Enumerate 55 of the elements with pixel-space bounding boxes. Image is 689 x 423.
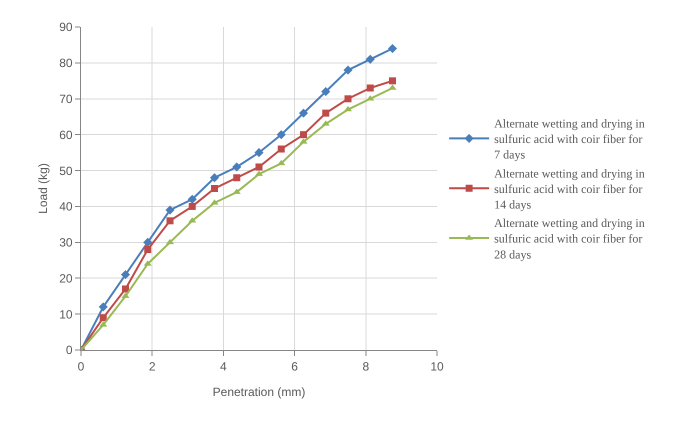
y-tick-label: 50 <box>59 164 73 178</box>
point <box>143 238 152 247</box>
legend-label: Alternate wetting and drying in sulfuric acid with coir fiber for 7 days <box>494 116 645 162</box>
point <box>188 194 197 204</box>
y-tick-label: 0 <box>66 343 73 358</box>
y-tick-label: 10 <box>59 307 73 322</box>
point <box>210 173 220 182</box>
point <box>278 146 285 153</box>
x-tick-label: 8 <box>362 359 370 374</box>
y-axis-title: Load (kg) <box>36 163 50 214</box>
legend-label: Alternate wetting and drying in sulfuric acid with coir fiber for 14 days <box>494 166 645 212</box>
point <box>165 205 175 215</box>
point <box>232 162 242 172</box>
point <box>366 54 375 64</box>
point <box>256 163 262 170</box>
point <box>144 246 152 254</box>
point <box>344 95 352 102</box>
point <box>322 120 330 126</box>
x-tick-label: 0 <box>78 359 85 374</box>
x-tick-label: 6 <box>291 359 298 374</box>
legend-label: Alternate wetting and drying in sulfuric acid with coir fiber for 28 days <box>494 216 645 262</box>
point <box>98 302 108 312</box>
point <box>277 160 286 166</box>
point <box>99 321 108 327</box>
x-tick-label: 2 <box>148 359 156 374</box>
point <box>122 285 129 292</box>
point <box>298 108 308 118</box>
point <box>166 217 174 224</box>
point <box>366 84 374 92</box>
y-tick-label: 70 <box>59 92 73 106</box>
point <box>120 270 130 280</box>
point <box>388 44 398 54</box>
point <box>366 95 374 101</box>
point <box>322 110 330 117</box>
y-tick-label: 60 <box>59 128 73 142</box>
point <box>233 174 240 182</box>
point <box>188 202 196 210</box>
y-tick-label: 40 <box>59 200 73 214</box>
point <box>144 260 152 266</box>
x-tick-label: 4 <box>220 359 228 374</box>
y-tick-label: 30 <box>59 236 73 250</box>
x-tick-label: 10 <box>430 359 444 374</box>
y-tick-label: 20 <box>59 271 73 286</box>
x-axis-title: Penetration (mm) <box>212 385 306 399</box>
point <box>300 131 307 138</box>
y-tick-label: 90 <box>59 20 73 34</box>
point <box>276 130 286 140</box>
point <box>321 87 330 96</box>
point <box>389 77 396 84</box>
point <box>100 314 107 322</box>
point <box>188 217 196 223</box>
point <box>343 66 353 75</box>
point <box>254 148 264 158</box>
point <box>211 185 218 192</box>
y-tick-label: 80 <box>59 56 73 70</box>
